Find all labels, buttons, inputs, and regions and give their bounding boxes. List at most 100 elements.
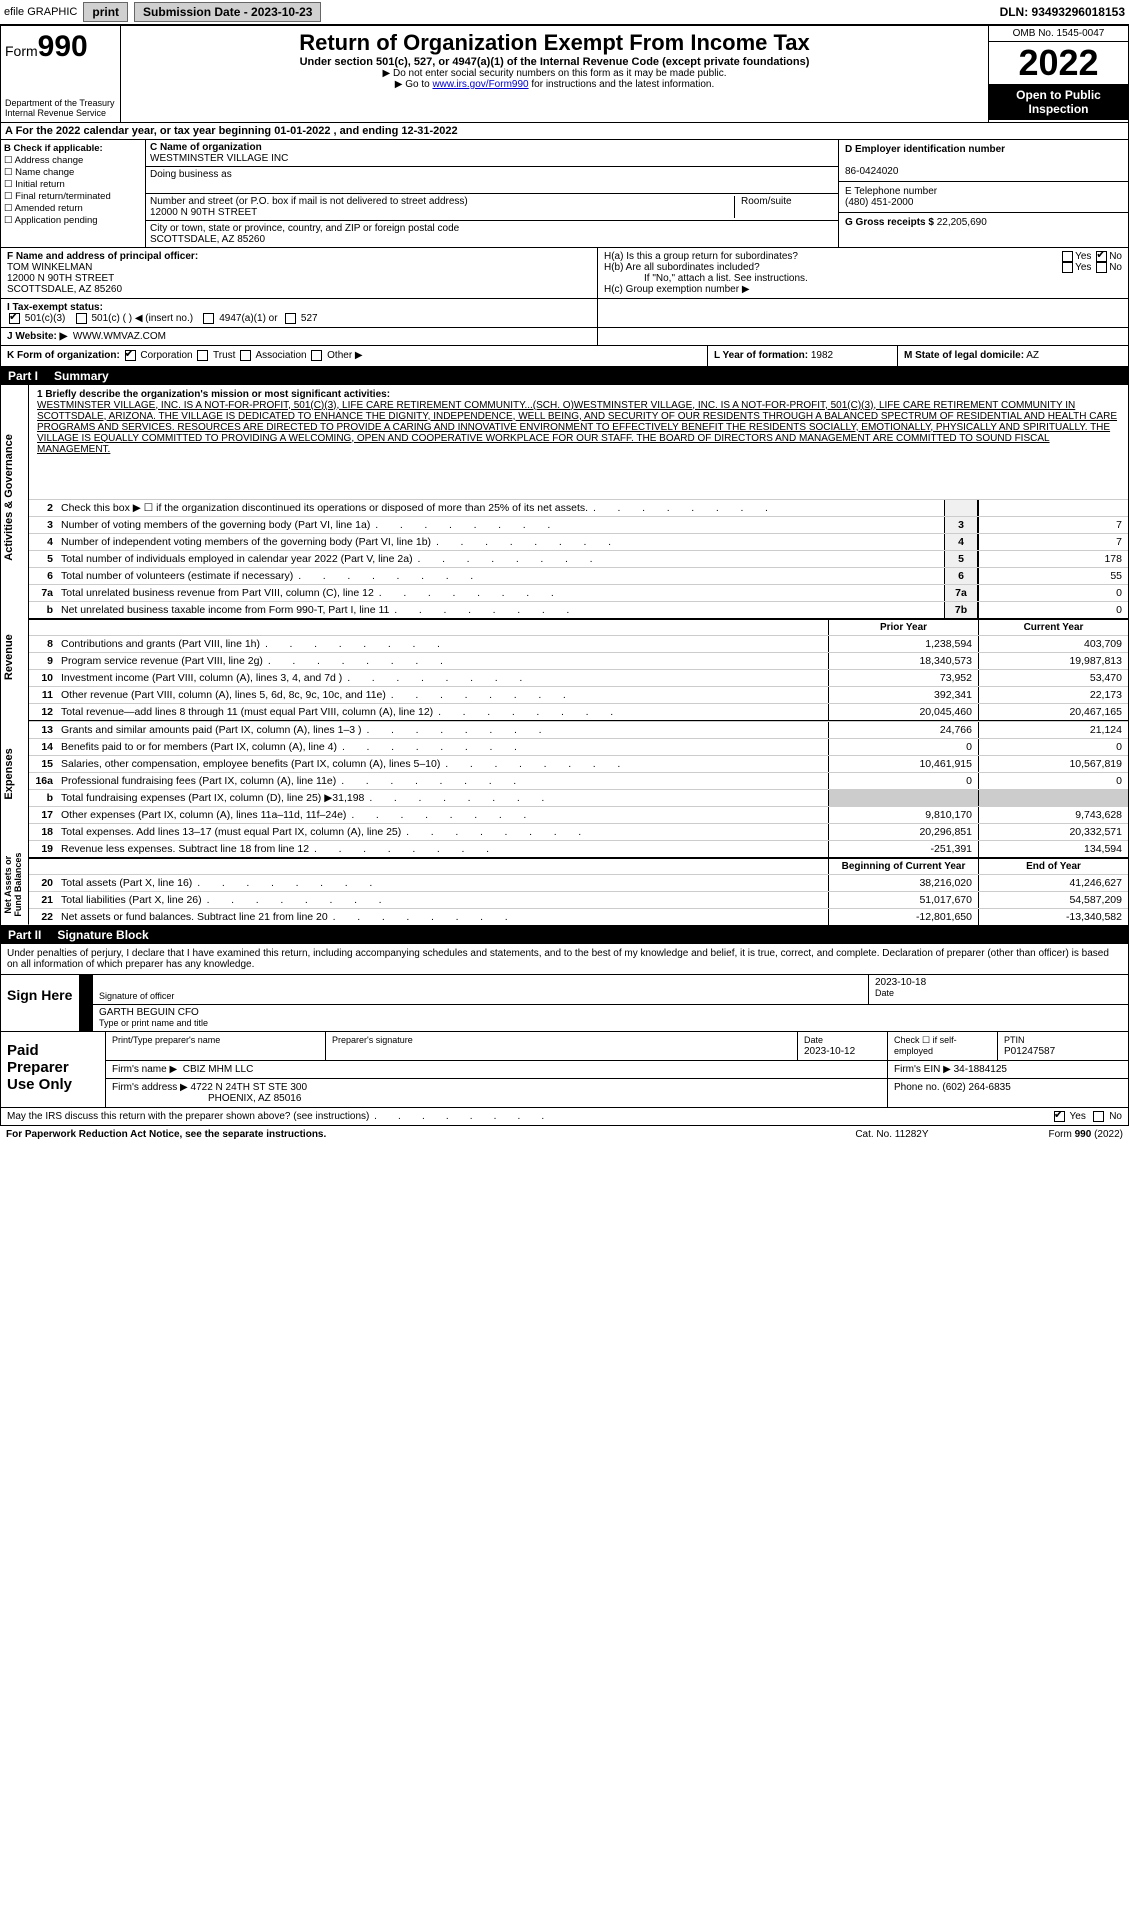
- signature-cell: Signature of officer: [93, 975, 868, 1004]
- discuss-row: May the IRS discuss this return with the…: [0, 1108, 1129, 1126]
- print-button[interactable]: print: [83, 2, 128, 22]
- chk-assoc[interactable]: [240, 350, 251, 361]
- sect-expenses: 13 Grants and similar amounts paid (Part…: [29, 721, 1128, 858]
- signature-block: Under penalties of perjury, I declare th…: [0, 944, 1129, 1032]
- chk-trust[interactable]: [197, 350, 208, 361]
- curr-val: 53,470: [978, 670, 1128, 686]
- part1-num: Part I: [8, 369, 38, 383]
- form-title: Return of Organization Exempt From Incom…: [125, 30, 984, 56]
- prior-val: 20,045,460: [828, 704, 978, 720]
- curr-val: 41,246,627: [978, 875, 1128, 891]
- note-ssn: ▶ Do not enter social security numbers o…: [125, 68, 984, 79]
- prior-val: -12,801,650: [828, 909, 978, 925]
- declaration-text: Under penalties of perjury, I declare th…: [1, 944, 1128, 974]
- chk-app-pending[interactable]: ☐ Application pending: [4, 215, 142, 226]
- chk-final-return[interactable]: ☐ Final return/terminated: [4, 191, 142, 202]
- summary-row: 20 Total assets (Part X, line 16) 38,216…: [29, 874, 1128, 891]
- row-desc: Net assets or fund balances. Subtract li…: [57, 909, 828, 925]
- ha-no[interactable]: [1096, 251, 1107, 262]
- chk-other[interactable]: [311, 350, 322, 361]
- sect-governance: 1 Briefly describe the organization's mi…: [29, 385, 1128, 619]
- discuss-no[interactable]: [1093, 1111, 1104, 1122]
- row-num: 9: [29, 653, 57, 669]
- form-of-org: K Form of organization: Corporation Trus…: [1, 346, 708, 365]
- paid-label: Paid Preparer Use Only: [1, 1032, 106, 1107]
- chk-name-change[interactable]: ☐ Name change: [4, 167, 142, 178]
- form-ref: Form 990 (2022): [1049, 1129, 1123, 1140]
- header-left: Form990 Department of the Treasury Inter…: [1, 26, 121, 122]
- discuss-yes[interactable]: [1054, 1111, 1065, 1122]
- irs-link[interactable]: www.irs.gov/Form990: [432, 79, 528, 90]
- vlabel-expenses: Expenses: [1, 705, 29, 844]
- row-desc: Net unrelated business taxable income fr…: [57, 602, 944, 618]
- f-label: F Name and address of principal officer:: [7, 251, 198, 262]
- chk-amended[interactable]: ☐ Amended return: [4, 203, 142, 214]
- curr-val: 0: [978, 739, 1128, 755]
- firm-addr: Firm's address ▶ 4722 N 24TH ST STE 300 …: [106, 1079, 888, 1107]
- row-val: 7: [978, 534, 1128, 550]
- website-label: J Website: ▶: [7, 331, 67, 342]
- prior-val: 9,810,170: [828, 807, 978, 823]
- sect-revenue: Prior Year Current Year 8 Contributions …: [29, 619, 1128, 721]
- efile-label: efile GRAPHIC: [4, 6, 77, 18]
- chk-501c[interactable]: [76, 313, 87, 324]
- gross-label: G Gross receipts $: [845, 217, 934, 228]
- chk-4947[interactable]: [203, 313, 214, 324]
- curr-val: 403,709: [978, 636, 1128, 652]
- row-num: 3: [29, 517, 57, 533]
- ha-yes[interactable]: [1062, 251, 1073, 262]
- firm-ein: Firm's EIN ▶ 34-1884125: [888, 1061, 1128, 1078]
- row-num: 12: [29, 704, 57, 720]
- prior-val: [828, 790, 978, 806]
- chk-corp[interactable]: [125, 350, 136, 361]
- row-desc: Salaries, other compensation, employee b…: [57, 756, 828, 772]
- sect-netassets: Beginning of Current Year End of Year 20…: [29, 858, 1128, 925]
- prior-val: 73,952: [828, 670, 978, 686]
- summary-row: 11 Other revenue (Part VIII, column (A),…: [29, 686, 1128, 703]
- hb-no[interactable]: [1096, 262, 1107, 273]
- hb-yes[interactable]: [1062, 262, 1073, 273]
- row-klm: K Form of organization: Corporation Trus…: [0, 346, 1129, 366]
- city-value: SCOTTSDALE, AZ 85260: [150, 234, 265, 245]
- city-label: City or town, state or province, country…: [150, 223, 459, 234]
- row-desc: Total unrelated business revenue from Pa…: [57, 585, 944, 601]
- row-num: 10: [29, 670, 57, 686]
- prior-year-hdr: Prior Year: [828, 620, 978, 635]
- chk-address-change[interactable]: ☐ Address change: [4, 155, 142, 166]
- row-num: 18: [29, 824, 57, 840]
- part2-num: Part II: [8, 928, 41, 942]
- row-num: 14: [29, 739, 57, 755]
- row-num: 17: [29, 807, 57, 823]
- row-desc: Professional fundraising fees (Part IX, …: [57, 773, 828, 789]
- officer-name-cell: GARTH BEGUIN CFO Type or print name and …: [93, 1005, 1128, 1031]
- chk-initial-return[interactable]: ☐ Initial return: [4, 179, 142, 190]
- curr-val: [978, 790, 1128, 806]
- gross-value: 22,205,690: [937, 217, 987, 228]
- state-domicile: M State of legal domicile: AZ: [898, 346, 1128, 365]
- submission-date-button[interactable]: Submission Date - 2023-10-23: [134, 2, 321, 22]
- curr-val: 19,987,813: [978, 653, 1128, 669]
- summary-section: Activities & Governance Revenue Expenses…: [0, 385, 1129, 926]
- row-num: 8: [29, 636, 57, 652]
- chk-501c3[interactable]: [9, 313, 20, 324]
- hc-cell: [598, 299, 1128, 327]
- row-num: b: [29, 602, 57, 618]
- chk-527[interactable]: [285, 313, 296, 324]
- officer-name: TOM WINKELMAN: [7, 262, 92, 273]
- addr-value: 12000 N 90TH STREET: [150, 207, 257, 218]
- prior-val: -251,391: [828, 841, 978, 857]
- year-formation: L Year of formation: 1982: [708, 346, 898, 365]
- header-right: OMB No. 1545-0047 2022 Open to Public In…: [988, 26, 1128, 122]
- paperwork-notice: For Paperwork Reduction Act Notice, see …: [6, 1129, 326, 1140]
- row-i: I Tax-exempt status: 501(c)(3) 501(c) ( …: [0, 299, 1129, 328]
- tel-value: (480) 451-2000: [845, 197, 913, 208]
- row-desc: Total assets (Part X, line 16): [57, 875, 828, 891]
- curr-val: 54,587,209: [978, 892, 1128, 908]
- part1-header: Part I Summary: [0, 367, 1129, 385]
- prep-name-hdr: Print/Type preparer's name: [106, 1032, 326, 1060]
- row-num: 15: [29, 756, 57, 772]
- top-bar: efile GRAPHIC print Submission Date - 20…: [0, 0, 1129, 25]
- firm-name: Firm's name ▶ CBIZ MHM LLC: [106, 1061, 888, 1078]
- row-box: 6: [944, 568, 978, 584]
- summary-row: 16a Professional fundraising fees (Part …: [29, 772, 1128, 789]
